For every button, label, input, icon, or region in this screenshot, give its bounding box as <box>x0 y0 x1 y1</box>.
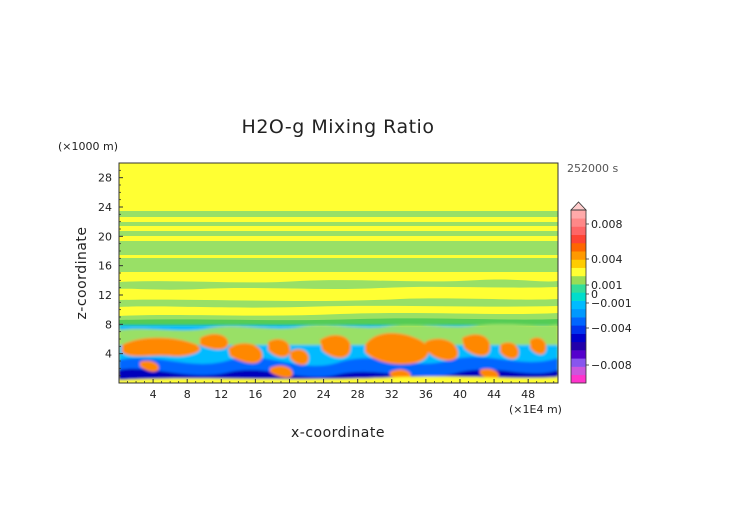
x-unit-label: (×1E4 m) <box>509 403 562 416</box>
colorbar-label: 0 <box>591 288 598 301</box>
colorbar-swatch <box>571 267 586 277</box>
colorbar-swatch <box>571 251 586 260</box>
x-tick-label: 20 <box>282 388 296 401</box>
y-tick-label: 28 <box>98 172 112 185</box>
x-axis: 4 8 12 16 20 24 28 32 36 40 44 48 <box>127 379 555 401</box>
y-axis: 4 8 12 16 20 24 28 <box>98 169 123 377</box>
x-tick-label: 32 <box>385 388 399 401</box>
colorbar-swatch <box>571 210 586 219</box>
colorbar-swatch <box>571 317 586 326</box>
y-tick-label: 20 <box>98 230 112 243</box>
colorbar-swatch <box>571 242 586 252</box>
colorbar-swatch <box>571 284 586 293</box>
x-tick-label: 16 <box>248 388 262 401</box>
colorbar-swatch <box>571 226 586 236</box>
y-tick-label: 8 <box>105 318 112 331</box>
x-tick-label: 12 <box>214 388 228 401</box>
y-tick-label: 16 <box>98 260 112 273</box>
colorbar-arrow <box>570 201 587 211</box>
colorbar-swatch <box>571 300 586 310</box>
y-axis-label: z-coordinate <box>74 226 90 319</box>
colorbar-swatch <box>571 218 586 227</box>
x-tick-label: 8 <box>184 388 191 401</box>
colorbar-swatch <box>571 333 586 343</box>
colorbar-label: 0.001 <box>591 279 623 292</box>
colorbar-swatch <box>571 374 586 384</box>
colorbar-swatch <box>571 259 586 268</box>
x-tick-label: 28 <box>351 388 365 401</box>
colorbar-swatch <box>571 358 586 367</box>
turbulent-layer <box>119 323 558 383</box>
x-tick-label: 44 <box>487 388 501 401</box>
time-label: 252000 s <box>567 162 618 175</box>
x-tick-label: 48 <box>521 388 535 401</box>
colorbar-label: 0.004 <box>591 253 623 266</box>
y-tick-label: 4 <box>105 348 112 361</box>
colorbar-label: −0.001 <box>591 297 632 310</box>
colorbar-swatch <box>571 308 586 318</box>
x-tick-label: 40 <box>453 388 467 401</box>
colorbar-frame <box>570 209 587 384</box>
colorbar-swatch <box>571 350 586 359</box>
colorbar-label: −0.004 <box>591 322 632 335</box>
colorbar-swatch <box>571 234 586 244</box>
x-tick-label: 36 <box>419 388 433 401</box>
x-tick-label: 4 <box>150 388 157 401</box>
colorbar-label: 0.008 <box>591 218 623 231</box>
colorbar-swatch <box>571 366 586 376</box>
colorbar-swatch <box>571 325 586 334</box>
chart-title: H2O-g Mixing Ratio <box>242 116 435 138</box>
y-tick-label: 24 <box>98 201 112 214</box>
colorbar <box>570 201 587 384</box>
upper-layers <box>119 207 558 326</box>
colorbar-label: −0.008 <box>591 359 632 372</box>
x-axis-label: x-coordinate <box>291 425 385 441</box>
colorbar-swatch <box>571 341 586 351</box>
colorbar-swatch <box>571 292 586 301</box>
colorbar-swatch <box>571 275 586 285</box>
heatmap-field <box>119 163 558 383</box>
x-tick-label: 24 <box>317 388 331 401</box>
y-unit-label: (×1000 m) <box>58 140 118 153</box>
y-tick-label: 12 <box>98 289 112 302</box>
